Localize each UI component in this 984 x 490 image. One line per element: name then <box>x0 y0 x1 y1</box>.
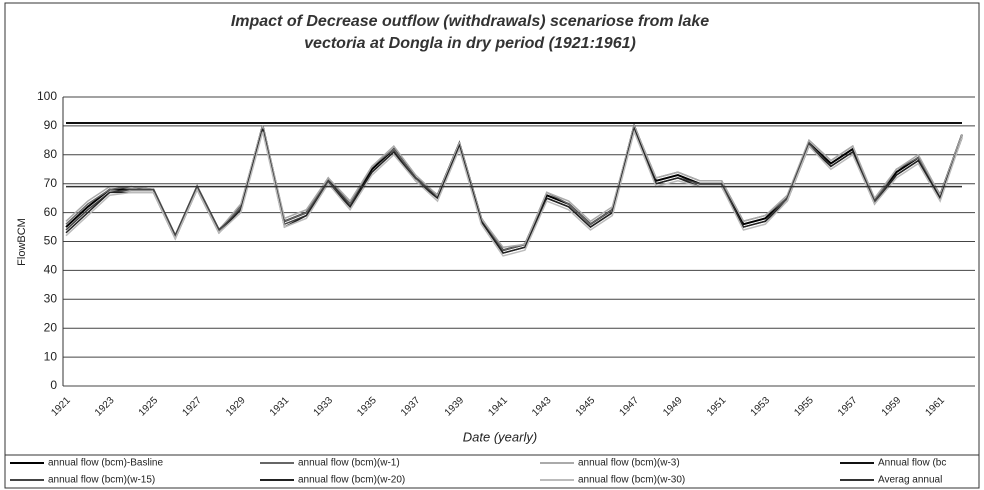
y-tick-label: 20 <box>44 320 58 334</box>
x-tick-label: 1927 <box>180 395 204 419</box>
series-line <box>65 129 963 257</box>
x-tick-label: 1921 <box>49 395 73 419</box>
y-tick-label: 40 <box>44 263 58 277</box>
x-tick-label: 1945 <box>574 395 598 419</box>
x-tick-label: 1957 <box>836 395 860 419</box>
y-tick-label: 10 <box>44 349 58 363</box>
legend-label: annual flow (bcm)(w-30) <box>578 475 685 486</box>
x-tick-label: 1949 <box>661 395 685 419</box>
series-line <box>65 122 963 252</box>
legend-label: Annual flow (bc <box>878 458 946 469</box>
x-tick-label: 1933 <box>312 395 336 419</box>
legend-label: Averag annual <box>878 475 942 486</box>
x-tick-label: 1951 <box>705 395 729 419</box>
chart-title: Impact of Decrease outflow (withdrawals)… <box>231 13 709 30</box>
y-tick-label: 60 <box>44 205 58 219</box>
y-tick-label: 50 <box>44 234 58 248</box>
x-tick-label: 1925 <box>137 395 161 419</box>
legend-border <box>4 454 980 489</box>
legend-label: annual flow (bcm)(w-3) <box>578 458 680 469</box>
legend-label: annual flow (bcm)-Basline <box>48 458 163 469</box>
legend-label: annual flow (bcm)(w-1) <box>298 458 400 469</box>
x-tick-label: 1931 <box>268 395 292 419</box>
chart-border <box>4 2 980 456</box>
legend-label: annual flow (bcm)(w-20) <box>298 475 405 486</box>
y-axis-label: FlowBCM <box>16 218 28 266</box>
x-tick-label: 1947 <box>618 395 642 419</box>
y-tick-label: 90 <box>44 118 58 132</box>
x-tick-label: 1937 <box>399 395 423 419</box>
x-tick-label: 1935 <box>355 395 379 419</box>
x-tick-label: 1929 <box>224 395 248 419</box>
y-tick-label: 100 <box>37 89 57 103</box>
legend-label: annual flow (bcm)(w-15) <box>48 475 155 486</box>
series-line <box>65 123 963 252</box>
x-tick-label: 1941 <box>486 395 510 419</box>
x-tick-label: 1955 <box>792 395 816 419</box>
x-tick-label: 1959 <box>880 395 904 419</box>
x-tick-label: 1953 <box>749 395 773 419</box>
x-axis-label: Date (yearly) <box>463 429 537 444</box>
y-tick-label: 0 <box>50 378 57 392</box>
x-tick-label: 1961 <box>923 395 947 419</box>
x-tick-label: 1923 <box>93 395 117 419</box>
y-tick-label: 80 <box>44 147 58 161</box>
y-tick-label: 70 <box>44 176 58 190</box>
y-tick-label: 30 <box>44 291 58 305</box>
x-tick-label: 1939 <box>443 395 467 419</box>
chart-title: vectoria at Dongla in dry period (1921:1… <box>304 35 636 52</box>
x-tick-label: 1943 <box>530 395 554 419</box>
